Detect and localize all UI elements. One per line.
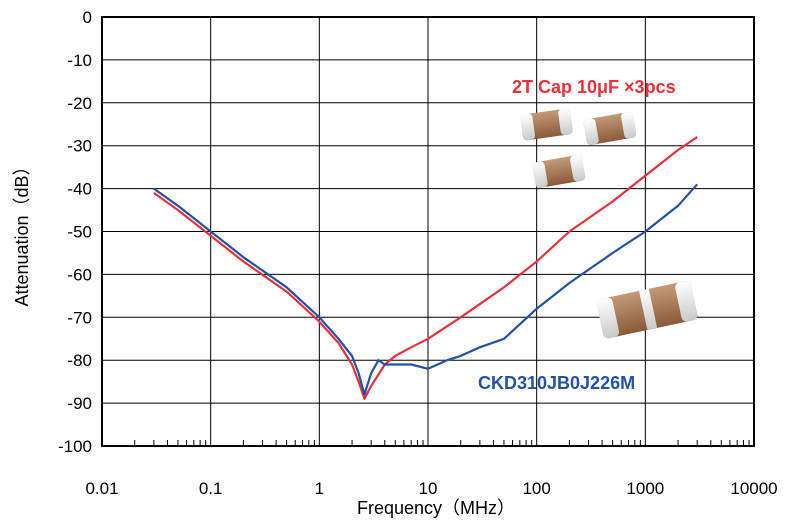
series-label-red: 2T Cap 10μF ×3pcs [512,77,676,97]
y-tick-label: -90 [67,394,92,413]
y-tick-label: -50 [67,223,92,242]
y-tick-label: -100 [58,437,92,456]
y-tick-label: -60 [67,265,92,284]
small-capacitor-image [520,108,637,188]
y-axis-ticks: 0 -10 -20 -30 -40 -50 -60 -70 -80 -90 -100 [58,8,92,456]
x-tick-label: 1 [315,479,324,498]
y-tick-label: -20 [67,94,92,113]
x-tick-label: 100 [522,479,550,498]
y-tick-label: -30 [67,137,92,156]
x-axis-ticks: 0.01 0.1 1 10 100 1000 10000 [85,440,778,498]
y-tick-label: -80 [67,351,92,370]
ckd-capacitor-image [596,280,698,339]
series-label-blue: CKD310JB0J226M [478,373,635,393]
series-layer [153,136,699,400]
y-tick-label: -10 [67,51,92,70]
x-tick-label: 10 [419,479,438,498]
y-axis-title: Attenuation（dB） [12,157,32,306]
y-tick-label: -40 [67,180,92,199]
x-axis-title: Frequency（MHz） [357,498,515,518]
y-tick-label: -70 [67,308,92,327]
series-line-red [153,136,698,400]
x-tick-label: 0.01 [85,479,118,498]
x-tick-label: 1000 [626,479,664,498]
y-tick-label: 0 [83,8,92,27]
plot-frame [101,16,755,447]
x-tick-label: 10000 [730,479,777,498]
x-tick-label: 0.1 [199,479,223,498]
series-line-blue [153,183,699,396]
